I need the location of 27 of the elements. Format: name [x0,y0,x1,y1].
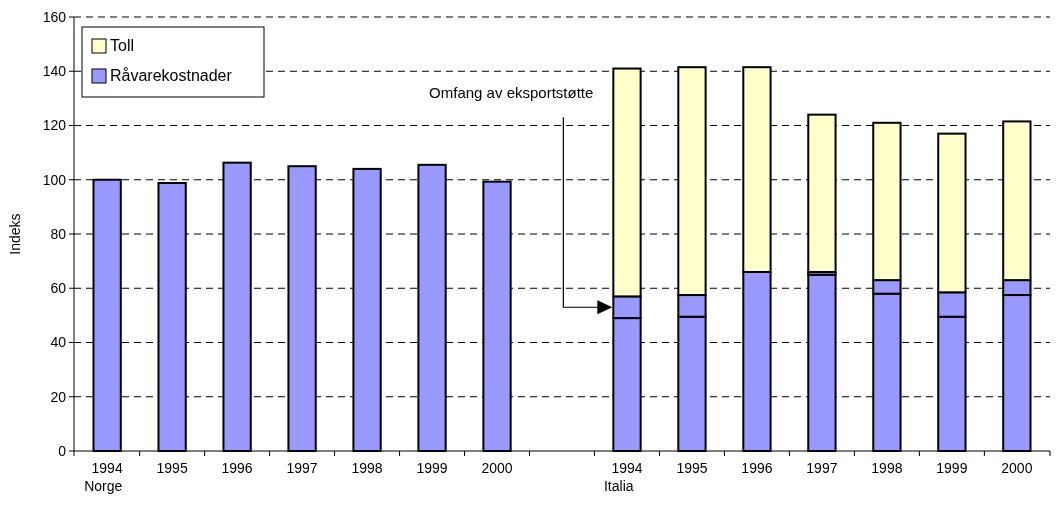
x-tick-label: 1994 Italia [603,460,643,494]
x-tick-label: 1999 [416,460,448,476]
x-tick-label: 1999 [936,460,968,476]
x-tick-label: 1996 [741,460,773,476]
x-tick-label: 1998 [351,460,383,476]
y-tick-label: 100 [42,171,67,188]
x-tick-label: 1995 [156,460,188,476]
x-tick-label: 1997 [806,460,838,476]
x-tick-label: 1997 [286,460,318,476]
y-tick-label: 20 [50,388,67,405]
legend-label: Råvarekostnader [110,67,233,84]
x-tick-label: 1994 Norge [84,460,123,494]
y-tick-label: 140 [42,63,67,80]
y-tick-label: 40 [50,334,67,351]
x-tick-label: 1995 [676,460,708,476]
x-tick-label: 2000 [1001,460,1033,476]
y-tick-label: 120 [42,117,67,134]
annotation: Omfang av eksportstøtte [429,84,594,102]
y-tick-label: 160 [42,8,67,25]
x-tick-label: 1998 [871,460,903,476]
x-tick-label: 2000 [481,460,513,476]
legend-label: Toll [110,37,135,54]
x-tick-label: 1996 [221,460,253,476]
y-tick-label: 0 [58,442,67,459]
y-tick-label: 60 [50,280,67,297]
y-tick-label: 80 [50,225,67,242]
y-axis-title: Indeks [7,213,23,255]
